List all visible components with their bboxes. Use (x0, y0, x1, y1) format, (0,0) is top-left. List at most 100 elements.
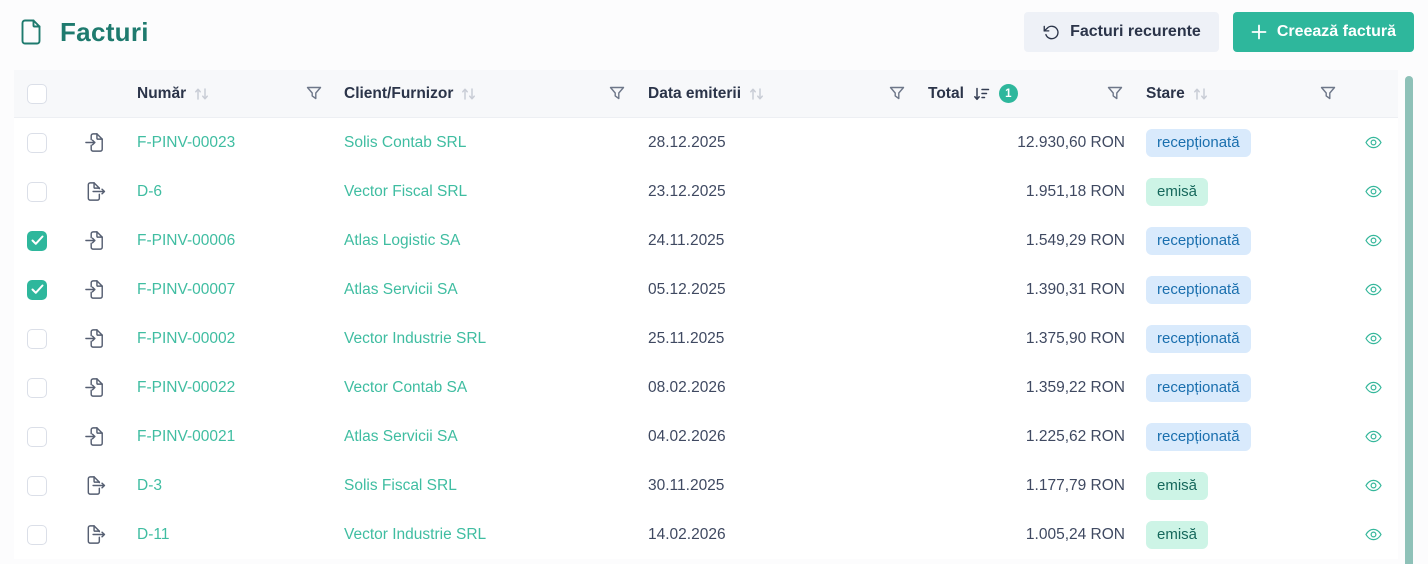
issue-date-cell: 30.11.2025 (648, 476, 725, 494)
invoice-received-icon (84, 327, 107, 350)
recurring-invoices-button[interactable]: Facturi recurente (1024, 12, 1219, 52)
invoice-issued-icon (84, 523, 107, 546)
issue-date-cell: 04.02.2026 (648, 427, 726, 445)
view-invoice-button[interactable] (1348, 280, 1398, 299)
column-label-status: Stare (1146, 84, 1185, 102)
client-link[interactable]: Atlas Servicii SA (344, 280, 458, 298)
invoice-number-link[interactable]: F-PINV-00022 (137, 378, 236, 396)
row-checkbox[interactable] (27, 377, 47, 398)
invoice-type-cell (70, 131, 123, 154)
total-cell: 1.005,24 RON (1025, 525, 1125, 543)
filter-icon[interactable] (609, 86, 625, 101)
status-cell: emisă (1131, 177, 1348, 206)
filter-icon[interactable] (306, 86, 322, 101)
column-label-total: Total (928, 84, 964, 102)
eye-icon (1363, 525, 1384, 544)
column-header-date[interactable]: Data emiterii (633, 70, 913, 117)
total-cell: 1.951,18 RON (1025, 182, 1125, 200)
column-header-total[interactable]: Total 1 (913, 70, 1131, 117)
sort-descending-icon[interactable] (971, 86, 991, 102)
topbar: Facturi Facturi recurente Creează factur… (0, 0, 1428, 64)
sort-arrows-icon[interactable] (193, 86, 211, 102)
filter-icon[interactable] (1107, 86, 1123, 101)
client-link[interactable]: Vector Contab SA (344, 378, 468, 396)
table-row: D-6 Vector Fiscal SRL 23.12.2025 1.951,1… (14, 167, 1398, 216)
column-header-status[interactable]: Stare (1131, 70, 1348, 117)
invoice-number-cell: D-6 (123, 183, 330, 201)
filter-icon[interactable] (889, 86, 905, 101)
invoice-received-icon (84, 278, 107, 301)
sort-arrows-icon[interactable] (1192, 86, 1210, 102)
row-checkbox[interactable] (27, 328, 47, 349)
table-row: F-PINV-00022 Vector Contab SA 08.02.2026… (14, 363, 1398, 412)
header-checkbox-cell (14, 70, 70, 117)
invoice-number-link[interactable]: F-PINV-00006 (137, 231, 236, 249)
header-icon-cell (70, 70, 123, 117)
invoice-number-cell: F-PINV-00022 (123, 379, 330, 397)
view-invoice-button[interactable] (1348, 476, 1398, 495)
client-link[interactable]: Vector Industrie SRL (344, 525, 487, 543)
filter-icon[interactable] (1320, 86, 1336, 101)
column-header-number[interactable]: Număr (123, 70, 330, 117)
invoice-type-cell (70, 474, 123, 497)
client-link[interactable]: Atlas Logistic SA (344, 231, 461, 249)
invoice-number-link[interactable]: D-3 (137, 476, 162, 494)
invoice-number-link[interactable]: F-PINV-00007 (137, 280, 236, 298)
row-checkbox[interactable] (27, 426, 47, 447)
topbar-actions: Facturi recurente Creează factură (1024, 12, 1414, 52)
select-all-checkbox[interactable] (27, 83, 47, 104)
issue-date-cell: 25.11.2025 (648, 329, 725, 347)
status-badge: emisă (1146, 520, 1209, 549)
client-link[interactable]: Vector Fiscal SRL (344, 182, 468, 200)
row-checkbox[interactable] (27, 279, 47, 300)
row-checkbox-cell (14, 426, 70, 447)
column-label-date: Data emiterii (648, 84, 742, 102)
total-cell: 1.359,22 RON (1025, 378, 1125, 396)
row-checkbox[interactable] (27, 475, 47, 496)
invoice-type-cell (70, 523, 123, 546)
client-cell: Vector Contab SA (330, 379, 633, 397)
client-cell: Vector Industrie SRL (330, 526, 633, 544)
row-checkbox-cell (14, 132, 70, 153)
table-row: F-PINV-00002 Vector Industrie SRL 25.11.… (14, 314, 1398, 363)
create-invoice-button[interactable]: Creează factură (1232, 12, 1414, 52)
row-checkbox-cell (14, 181, 70, 202)
sort-arrows-icon[interactable] (460, 86, 478, 102)
invoice-number-link[interactable]: F-PINV-00023 (137, 133, 236, 151)
view-invoice-button[interactable] (1348, 133, 1398, 152)
client-link[interactable]: Vector Industrie SRL (344, 329, 487, 347)
table-row: F-PINV-00021 Atlas Servicii SA 04.02.202… (14, 412, 1398, 461)
status-cell: emisă (1131, 471, 1348, 500)
sort-arrows-icon[interactable] (748, 86, 766, 102)
client-link[interactable]: Atlas Servicii SA (344, 427, 458, 445)
page-title-group: Facturi (14, 17, 149, 48)
view-invoice-button[interactable] (1348, 231, 1398, 250)
total-cell: 12.930,60 RON (1017, 133, 1125, 151)
view-invoice-button[interactable] (1348, 329, 1398, 348)
row-checkbox-cell (14, 230, 70, 251)
row-checkbox[interactable] (27, 524, 47, 545)
row-checkbox-cell (14, 524, 70, 545)
column-header-client[interactable]: Client/Furnizor (330, 70, 633, 117)
row-checkbox[interactable] (27, 181, 47, 202)
status-badge: emisă (1146, 471, 1209, 500)
invoice-number-link[interactable]: F-PINV-00021 (137, 427, 236, 445)
invoice-number-link[interactable]: D-11 (137, 525, 170, 543)
invoice-type-cell (70, 180, 123, 203)
view-invoice-button[interactable] (1348, 378, 1398, 397)
invoice-number-link[interactable]: D-6 (137, 182, 162, 200)
vertical-scrollbar[interactable] (1405, 76, 1413, 564)
view-invoice-button[interactable] (1348, 427, 1398, 446)
row-checkbox[interactable] (27, 230, 47, 251)
invoice-number-link[interactable]: F-PINV-00002 (137, 329, 236, 347)
eye-icon (1363, 427, 1384, 446)
total-cell: 1.375,90 RON (1025, 329, 1125, 347)
table-row: F-PINV-00023 Solis Contab SRL 28.12.2025… (14, 118, 1398, 167)
view-invoice-button[interactable] (1348, 525, 1398, 544)
client-link[interactable]: Solis Fiscal SRL (344, 476, 457, 494)
client-link[interactable]: Solis Contab SRL (344, 133, 467, 151)
status-cell: recepționată (1131, 226, 1348, 255)
client-cell: Solis Fiscal SRL (330, 477, 633, 495)
view-invoice-button[interactable] (1348, 182, 1398, 201)
row-checkbox[interactable] (27, 132, 47, 153)
